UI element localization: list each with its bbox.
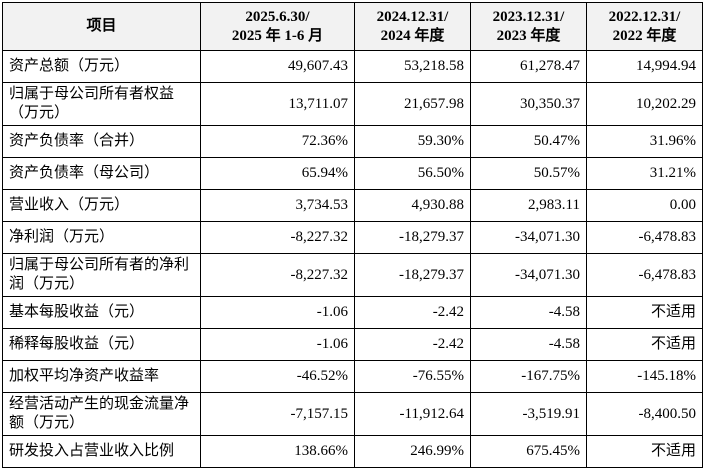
value-cell: 61,278.47	[470, 50, 587, 83]
row-label: 资产总额（万元）	[2, 50, 201, 83]
value-cell: -4.58	[470, 328, 587, 361]
value-cell: 不适用	[586, 296, 703, 329]
row-label: 归属于母公司所有者的净利润（万元）	[2, 253, 201, 297]
value-cell: 31.96%	[586, 125, 703, 158]
row-label: 经营活动产生的现金流量净额（万元）	[2, 392, 201, 436]
value-cell: 30,350.37	[470, 82, 587, 126]
value-cell: -167.75%	[470, 360, 587, 393]
value-cell: 50.57%	[470, 157, 587, 190]
row-label: 研发投入占营业收入比例	[2, 435, 201, 468]
header-text: 2022.12.31/	[608, 8, 681, 25]
value-cell: 21,657.98	[354, 82, 471, 126]
header-cell: 2023.12.31/2023 年度	[470, 2, 587, 51]
table-row: 资产负债率（母公司） 65.94% 56.50% 50.57% 31.21%	[2, 157, 703, 190]
table-row: 资产负债率（合并） 72.36% 59.30% 50.47% 31.96%	[2, 125, 703, 158]
row-label: 资产负债率（母公司）	[2, 157, 201, 190]
value-cell: 10,202.29	[586, 82, 703, 126]
value-cell: -8,227.32	[200, 253, 355, 297]
value-cell: 14,994.94	[586, 50, 703, 83]
row-label: 归属于母公司所有者权益（万元）	[2, 82, 201, 126]
header-text: 2022 年度	[612, 27, 677, 44]
table-row: 加权平均净资产收益率 -46.52% -76.55% -167.75% -145.18%	[2, 360, 703, 393]
value-cell: -6,478.83	[586, 221, 703, 254]
value-cell: 0.00	[586, 189, 703, 222]
header-text: 2024 年度	[380, 27, 445, 44]
value-cell: -145.18%	[586, 360, 703, 393]
header-cell: 项目	[2, 2, 201, 51]
header-cell: 2024.12.31/2024 年度	[354, 2, 471, 51]
value-cell: -34,071.30	[470, 221, 587, 254]
table-row: 稀释每股收益（元） -1.06 -2.42 -4.58 不适用	[2, 328, 703, 361]
table-row: 净利润（万元） -8,227.32 -18,279.37 -34,071.30 -6,4…	[2, 221, 703, 254]
value-cell: 138.66%	[200, 435, 355, 468]
table-row: 归属于母公司所有者权益（万元） 13,711.07 21,657.98 30,350.…	[2, 82, 703, 126]
value-cell: -11,912.64	[354, 392, 471, 436]
value-cell: 31.21%	[586, 157, 703, 190]
value-cell: -18,279.37	[354, 221, 471, 254]
data-table: 项目 2025.6.30/2025 年 1-6 月 2024.12.31/2024 …	[2, 2, 703, 468]
table-row: 研发投入占营业收入比例 138.66% 246.99% 675.45% 不适用	[2, 435, 703, 468]
value-cell: 不适用	[586, 435, 703, 468]
value-cell: -1.06	[200, 328, 355, 361]
value-cell: -8,400.50	[586, 392, 703, 436]
header-text: 2025 年 1-6 月	[231, 27, 324, 44]
value-cell: -7,157.15	[200, 392, 355, 436]
value-cell: -18,279.37	[354, 253, 471, 297]
row-label: 加权平均净资产收益率	[2, 360, 201, 393]
value-cell: -6,478.83	[586, 253, 703, 297]
value-cell: 4,930.88	[354, 189, 471, 222]
value-cell: 3,734.53	[200, 189, 355, 222]
header-cell: 2025.6.30/2025 年 1-6 月	[200, 2, 355, 51]
value-cell: 59.30%	[354, 125, 471, 158]
value-cell: 72.36%	[200, 125, 355, 158]
value-cell: 675.45%	[470, 435, 587, 468]
value-cell: -76.55%	[354, 360, 471, 393]
value-cell: -2.42	[354, 328, 471, 361]
table-row: 营业收入（万元） 3,734.53 4,930.88 2,983.11 0.00	[2, 189, 703, 222]
value-cell: -4.58	[470, 296, 587, 329]
table-row: 基本每股收益（元） -1.06 -2.42 -4.58 不适用	[2, 296, 703, 329]
value-cell: 246.99%	[354, 435, 471, 468]
header-text: 2025.6.30/	[245, 8, 310, 25]
table-row: 归属于母公司所有者的净利润（万元） -8,227.32 -18,279.37 -34,…	[2, 253, 703, 297]
header-text: 2023.12.31/	[492, 8, 565, 25]
row-label: 基本每股收益（元）	[2, 296, 201, 329]
table-row: 经营活动产生的现金流量净额（万元） -7,157.15 -11,912.64 -3,5…	[2, 392, 703, 436]
value-cell: 2,983.11	[470, 189, 587, 222]
value-cell: -34,071.30	[470, 253, 587, 297]
row-label: 资产负债率（合并）	[2, 125, 201, 158]
value-cell: 13,711.07	[200, 82, 355, 126]
value-cell: 不适用	[586, 328, 703, 361]
value-cell: -46.52%	[200, 360, 355, 393]
value-cell: 56.50%	[354, 157, 471, 190]
value-cell: 49,607.43	[200, 50, 355, 83]
value-cell: -8,227.32	[200, 221, 355, 254]
value-cell: -1.06	[200, 296, 355, 329]
value-cell: 53,218.58	[354, 50, 471, 83]
row-label: 营业收入（万元）	[2, 189, 201, 222]
table-row: 资产总额（万元） 49,607.43 53,218.58 61,278.47 14,99…	[2, 50, 703, 83]
row-label: 稀释每股收益（元）	[2, 328, 201, 361]
row-label: 净利润（万元）	[2, 221, 201, 254]
header-cell: 2022.12.31/2022 年度	[586, 2, 703, 51]
value-cell: -3,519.91	[470, 392, 587, 436]
header-text: 2023 年度	[496, 27, 561, 44]
value-cell: -2.42	[354, 296, 471, 329]
value-cell: 50.47%	[470, 125, 587, 158]
header-row: 项目 2025.6.30/2025 年 1-6 月 2024.12.31/2024 …	[2, 2, 703, 51]
value-cell: 65.94%	[200, 157, 355, 190]
header-text: 项目	[86, 18, 117, 34]
table-body: 资产总额（万元） 49,607.43 53,218.58 61,278.47 14,99…	[2, 50, 703, 468]
header-text: 2024.12.31/	[376, 8, 449, 25]
